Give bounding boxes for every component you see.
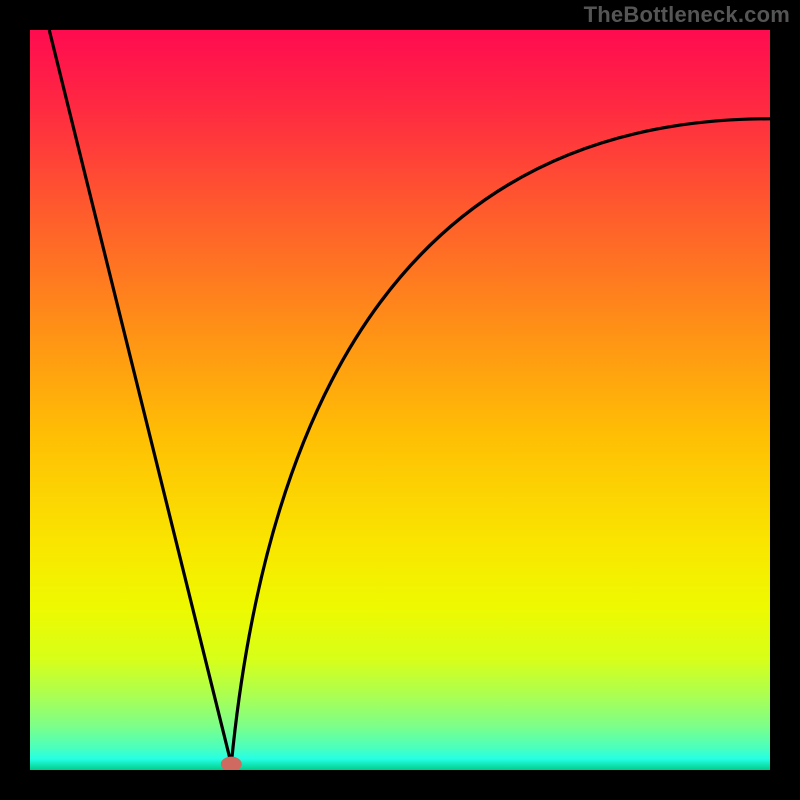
watermark-text: TheBottleneck.com (584, 2, 790, 28)
minimum-marker (221, 757, 241, 770)
plot-area (30, 30, 770, 770)
chart-frame: TheBottleneck.com (0, 0, 800, 800)
